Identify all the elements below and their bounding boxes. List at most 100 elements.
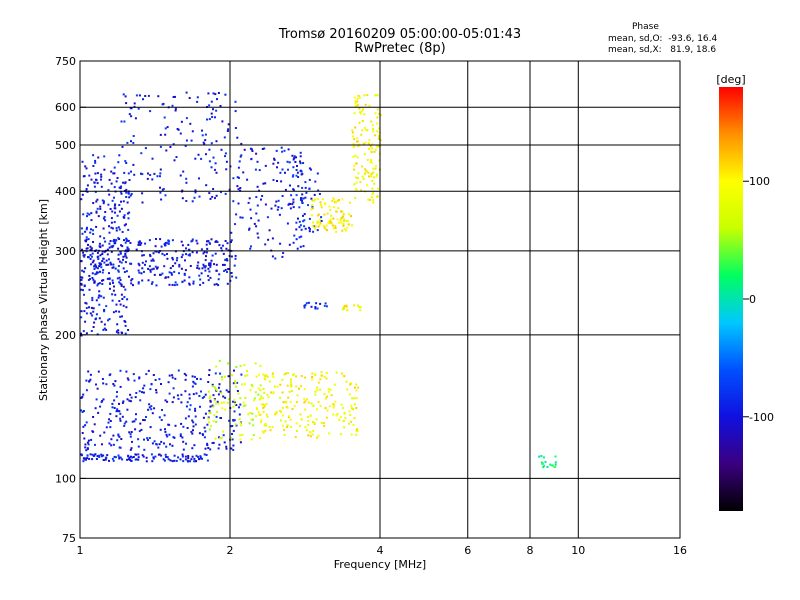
- data-point: [138, 376, 141, 379]
- data-point: [256, 204, 259, 207]
- data-point: [372, 199, 375, 202]
- data-point: [100, 178, 102, 181]
- data-point: [106, 454, 109, 457]
- data-point: [83, 285, 86, 288]
- data-point: [113, 407, 116, 409]
- data-point: [107, 203, 110, 206]
- data-point: [157, 95, 160, 98]
- data-point: [177, 369, 180, 372]
- data-point: [195, 460, 198, 463]
- data-point: [202, 141, 205, 144]
- data-point: [353, 112, 356, 115]
- data-point: [117, 237, 120, 240]
- data-point: [80, 310, 83, 313]
- data-point: [134, 396, 137, 399]
- data-point: [182, 448, 185, 451]
- data-point: [298, 236, 301, 239]
- data-point: [119, 279, 122, 281]
- data-point: [341, 215, 344, 218]
- data-point: [309, 414, 312, 417]
- data-point: [119, 412, 122, 415]
- data-point: [119, 187, 122, 190]
- data-point: [99, 405, 102, 408]
- data-point: [264, 378, 267, 381]
- data-point: [372, 176, 375, 179]
- data-point: [356, 304, 359, 307]
- data-point: [101, 271, 104, 274]
- data-point: [223, 441, 226, 444]
- data-point: [110, 170, 113, 173]
- data-point: [90, 330, 93, 332]
- data-point: [293, 155, 296, 158]
- data-point: [117, 433, 120, 436]
- data-point: [121, 231, 124, 233]
- data-point: [164, 430, 167, 433]
- data-point: [208, 428, 211, 431]
- data-point: [259, 389, 262, 392]
- data-point: [116, 391, 118, 393]
- data-point: [302, 214, 304, 217]
- data-point: [292, 198, 295, 201]
- grid-lines: [80, 61, 680, 538]
- data-point: [113, 204, 116, 207]
- data-point: [181, 455, 184, 458]
- data-point: [214, 252, 217, 255]
- data-point: [554, 463, 557, 466]
- data-point: [217, 447, 220, 450]
- data-point: [232, 400, 234, 403]
- data-point: [203, 395, 206, 398]
- data-point: [220, 148, 223, 151]
- data-point: [191, 385, 194, 388]
- data-point: [176, 257, 179, 259]
- data-point: [217, 278, 220, 281]
- data-point: [128, 179, 131, 181]
- data-point: [119, 456, 122, 459]
- data-point: [328, 405, 331, 408]
- data-point: [167, 242, 170, 245]
- data-point: [235, 424, 238, 427]
- data-point: [203, 265, 206, 268]
- data-point: [236, 381, 239, 384]
- data-point: [281, 255, 284, 258]
- data-point: [213, 399, 216, 402]
- data-point: [90, 255, 93, 258]
- data-point: [278, 213, 281, 216]
- data-point: [208, 411, 211, 414]
- data-point: [290, 383, 293, 386]
- data-point: [87, 256, 90, 259]
- data-point: [108, 246, 111, 249]
- data-point: [266, 393, 269, 396]
- data-point: [150, 383, 153, 385]
- data-point: [85, 236, 88, 239]
- data-point: [96, 172, 99, 175]
- data-point: [220, 247, 223, 250]
- data-point: [293, 156, 296, 159]
- data-point: [142, 387, 145, 390]
- data-point: [93, 181, 96, 184]
- data-point: [181, 197, 184, 200]
- data-point: [118, 281, 121, 284]
- data-point: [121, 245, 124, 248]
- data-point: [97, 267, 99, 270]
- data-point: [81, 395, 84, 398]
- data-point: [299, 245, 302, 248]
- data-point: [164, 453, 167, 456]
- data-point: [353, 386, 356, 389]
- data-point: [209, 264, 212, 267]
- data-point: [248, 228, 250, 231]
- data-point: [346, 226, 349, 229]
- data-point: [123, 239, 125, 242]
- data-point: [249, 389, 252, 392]
- data-point: [130, 396, 133, 399]
- data-point: [207, 417, 210, 420]
- data-point: [280, 180, 283, 183]
- data-point: [92, 229, 94, 232]
- data-point: [122, 285, 125, 288]
- data-point: [198, 267, 201, 270]
- data-point: [83, 175, 86, 178]
- data-point: [185, 247, 187, 250]
- data-point: [82, 393, 85, 396]
- data-point: [315, 418, 318, 421]
- data-point: [83, 437, 86, 440]
- data-point: [354, 197, 357, 199]
